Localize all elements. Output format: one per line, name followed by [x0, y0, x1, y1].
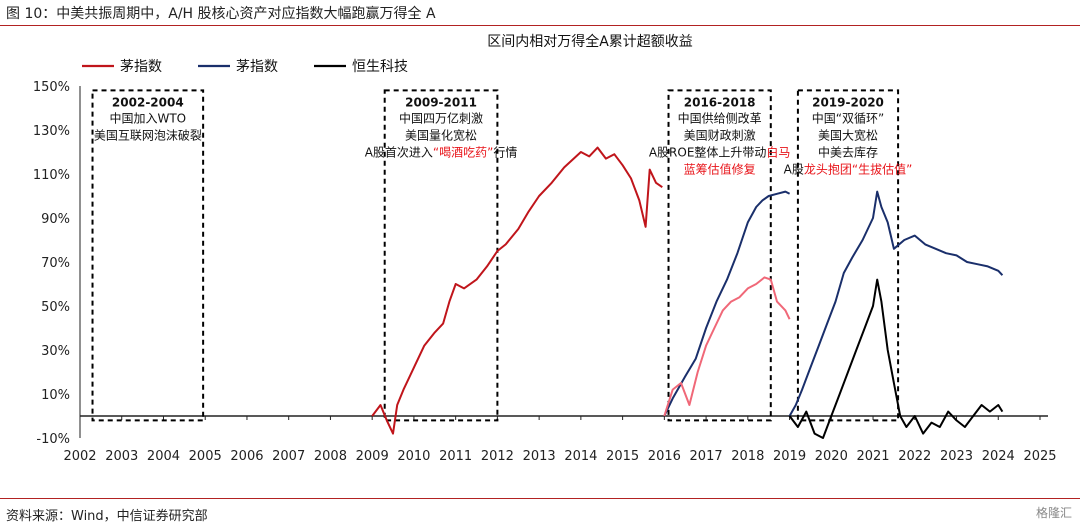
x-tick-label: 2025 [1023, 449, 1056, 464]
y-tick-label: 30% [41, 344, 70, 359]
bottom-rule [0, 498, 1080, 499]
x-tick-label: 2004 [147, 449, 180, 464]
y-tick-label: 150% [33, 80, 70, 95]
period-note: 中美去库存 [818, 144, 878, 159]
chart-title: 区间内相对万得全A累计超额收益 [487, 33, 693, 50]
period-highlight: “喝酒吃药” [433, 145, 493, 159]
x-tick-label: 2013 [523, 449, 556, 464]
y-tick-label: -10% [36, 432, 70, 447]
legend: 茅指数 茅指数 恒生科技 [82, 59, 408, 75]
y-tick-label: 10% [41, 388, 70, 403]
period-note: A股首次进入“喝酒吃药”行情 [365, 145, 518, 159]
x-tick-label: 2007 [272, 449, 305, 464]
source-note: 资料来源：Wind，中信证券研究部 [6, 509, 208, 524]
period-highlight: 蓝筹估值修复 [684, 161, 756, 176]
period-years: 2009-2011 [405, 95, 477, 109]
x-tick-label: 2018 [731, 449, 764, 464]
x-tick-label: 2021 [856, 449, 889, 464]
x-tick-label: 2008 [314, 449, 347, 464]
x-tick-label: 2022 [898, 449, 931, 464]
x-tick-label: 2020 [815, 449, 848, 464]
series-line [663, 276, 791, 417]
series-line [663, 190, 791, 417]
x-tick-label: 2003 [105, 449, 138, 464]
period-note: 行情 [493, 145, 517, 159]
top-rule [0, 25, 1080, 26]
axes: -10% 10% 30% 50% 70% 90% 110% 130% 150% 2002 2003 2… [33, 80, 1057, 464]
y-tick-label: 90% [41, 212, 70, 227]
y-tick-label: 70% [41, 256, 70, 271]
period-note: 中国“双循环” [812, 110, 884, 125]
period-years: 2016-2018 [684, 95, 756, 109]
x-tick-label: 2023 [940, 449, 973, 464]
x-tick-label: 2019 [773, 449, 806, 464]
x-tick-label: 2015 [606, 449, 639, 464]
x-tick-label: 2024 [982, 449, 1015, 464]
series-line [788, 278, 1004, 439]
period-years: 2019-2020 [812, 95, 884, 109]
x-tick-label: 2011 [439, 449, 472, 464]
period-note: A股ROE整体上升带动白马 [649, 144, 791, 159]
series-line [371, 146, 663, 435]
x-tick-label: 2009 [356, 449, 389, 464]
figure-title: 图 10：中美共振周期中，A/H 股核心资产对应指数大幅跑赢万得全 A [6, 6, 436, 22]
period-box [383, 89, 499, 422]
legend-label: 恒生科技 [352, 59, 408, 75]
watermark-logo: 格隆汇 [1035, 506, 1072, 520]
series-lines [371, 146, 1004, 439]
x-tick-label: 2017 [690, 449, 723, 464]
x-tick-label: 2002 [63, 449, 96, 464]
x-tick-label: 2014 [564, 449, 597, 464]
period-highlight: 白马 [766, 144, 790, 159]
y-tick-label: 50% [41, 300, 70, 315]
period-note: A股龙头抱团“生拔估值” [784, 161, 913, 176]
legend-label: 茅指数 [236, 59, 278, 75]
series-line [788, 190, 1004, 417]
period-note: 美国大宽松 [818, 127, 878, 142]
x-tick-label: 2010 [397, 449, 430, 464]
period-note: 中国供给侧改革 [678, 110, 762, 125]
period-box [796, 89, 900, 422]
x-tick-label: 2006 [230, 449, 263, 464]
period-note: 美国互联网泡沫破裂 [94, 127, 202, 142]
period-note: 中国加入WTO [109, 110, 186, 125]
legend-label: 茅指数 [120, 59, 162, 75]
x-tick-label: 2012 [481, 449, 514, 464]
period-highlight: 龙头抱团“生拔估值” [804, 161, 912, 176]
y-tick-label: 130% [33, 124, 70, 139]
period-box [91, 89, 205, 422]
period-note: 美国量化宽松 [405, 127, 477, 142]
y-tick-label: 110% [33, 168, 70, 183]
chart: 区间内相对万得全A累计超额收益 茅指数 茅指数 恒生科技 -10% 10% 30% 50%… [33, 33, 1057, 464]
period-note: 美国财政刺激 [684, 128, 756, 142]
x-tick-label: 2005 [189, 449, 222, 464]
period-note: 中国四万亿刺激 [399, 110, 483, 125]
x-tick-label: 2016 [648, 449, 681, 464]
period-years: 2002-2004 [112, 95, 184, 109]
